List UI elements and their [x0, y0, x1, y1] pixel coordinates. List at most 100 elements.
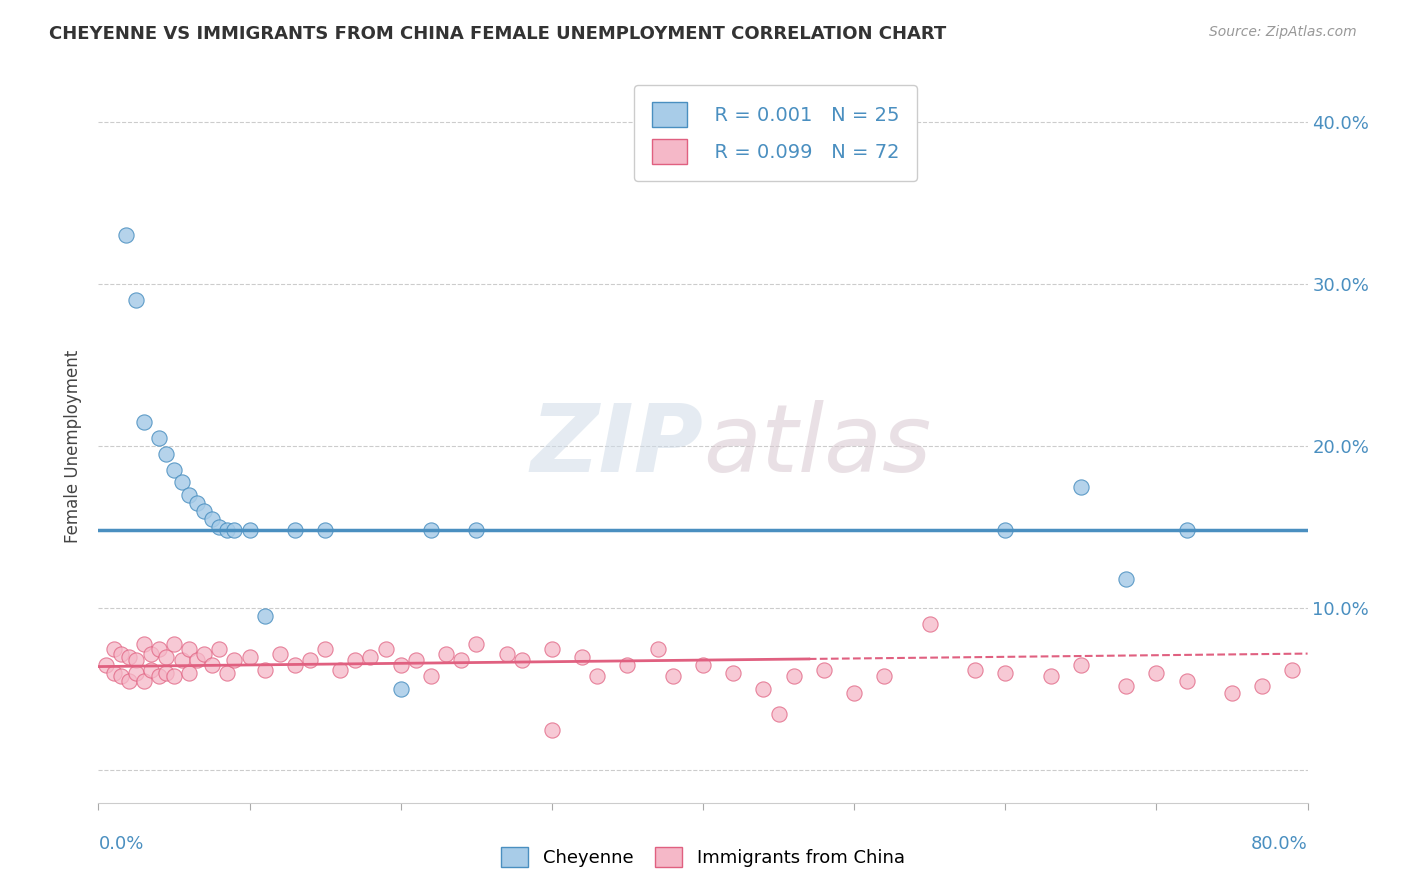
Text: CHEYENNE VS IMMIGRANTS FROM CHINA FEMALE UNEMPLOYMENT CORRELATION CHART: CHEYENNE VS IMMIGRANTS FROM CHINA FEMALE… [49, 25, 946, 43]
Point [170, 653, 193, 667]
Point [208, 641, 231, 656]
Point [125, 293, 148, 307]
Point [692, 657, 714, 672]
Point [495, 647, 517, 661]
Point [132, 415, 155, 429]
Point [450, 653, 472, 667]
Point [186, 496, 208, 510]
Point [118, 674, 141, 689]
Point [110, 647, 132, 661]
Point [1070, 479, 1092, 493]
Text: atlas: atlas [703, 401, 931, 491]
Point [465, 524, 488, 538]
Point [465, 637, 488, 651]
Point [269, 647, 291, 661]
Point [389, 682, 412, 697]
Point [224, 524, 246, 538]
Text: 0.0%: 0.0% [98, 835, 143, 854]
Point [239, 524, 262, 538]
Point [873, 669, 896, 683]
Point [965, 663, 987, 677]
Point [420, 524, 443, 538]
Point [329, 663, 352, 677]
Point [179, 666, 201, 681]
Point [586, 669, 609, 683]
Point [163, 669, 186, 683]
Point [510, 653, 533, 667]
Point [179, 488, 201, 502]
Point [540, 641, 562, 656]
Point [647, 641, 669, 656]
Point [155, 666, 177, 681]
Point [132, 674, 155, 689]
Point [1144, 666, 1167, 681]
Point [616, 657, 638, 672]
Point [201, 512, 224, 526]
Point [360, 649, 382, 664]
Point [434, 647, 457, 661]
Point [103, 666, 125, 681]
Point [239, 649, 262, 664]
Point [215, 524, 238, 538]
Legend:   R = 0.001   N = 25,   R = 0.099   N = 72: R = 0.001 N = 25, R = 0.099 N = 72 [634, 85, 917, 181]
Point [299, 653, 322, 667]
Point [1175, 674, 1198, 689]
Point [571, 649, 593, 664]
Point [114, 228, 136, 243]
Point [186, 653, 208, 667]
Point [224, 653, 246, 667]
Point [94, 657, 117, 672]
Point [1115, 572, 1137, 586]
Point [284, 524, 307, 538]
Point [918, 617, 941, 632]
Point [170, 475, 193, 489]
Text: Source: ZipAtlas.com: Source: ZipAtlas.com [1209, 25, 1357, 39]
Point [661, 669, 683, 683]
Point [141, 663, 163, 677]
Point [540, 723, 562, 737]
Point [314, 641, 336, 656]
Legend: Cheyenne, Immigrants from China: Cheyenne, Immigrants from China [494, 839, 912, 874]
Point [420, 669, 443, 683]
Point [179, 641, 201, 656]
Point [1070, 657, 1092, 672]
Point [314, 524, 336, 538]
Text: 80.0%: 80.0% [1251, 835, 1308, 854]
Point [1220, 685, 1243, 699]
Point [284, 657, 307, 672]
Point [768, 706, 790, 721]
Point [994, 666, 1017, 681]
Point [125, 653, 148, 667]
Point [110, 669, 132, 683]
Point [118, 649, 141, 664]
Point [163, 637, 186, 651]
Point [813, 663, 835, 677]
Point [141, 647, 163, 661]
Point [148, 431, 170, 445]
Point [132, 637, 155, 651]
Y-axis label: Female Unemployment: Female Unemployment [65, 350, 83, 542]
Point [374, 641, 396, 656]
Point [163, 463, 186, 477]
Point [253, 663, 276, 677]
Point [193, 647, 215, 661]
Point [103, 641, 125, 656]
Point [389, 657, 412, 672]
Point [201, 657, 224, 672]
Text: ZIP: ZIP [530, 400, 703, 492]
Point [752, 682, 775, 697]
Point [783, 669, 806, 683]
Point [1175, 524, 1198, 538]
Point [344, 653, 367, 667]
Point [1251, 679, 1274, 693]
Point [208, 520, 231, 534]
Point [125, 666, 148, 681]
Point [1115, 679, 1137, 693]
Point [148, 641, 170, 656]
Point [155, 649, 177, 664]
Point [148, 669, 170, 683]
Point [844, 685, 866, 699]
Point [1039, 669, 1062, 683]
Point [405, 653, 427, 667]
Point [1281, 663, 1303, 677]
